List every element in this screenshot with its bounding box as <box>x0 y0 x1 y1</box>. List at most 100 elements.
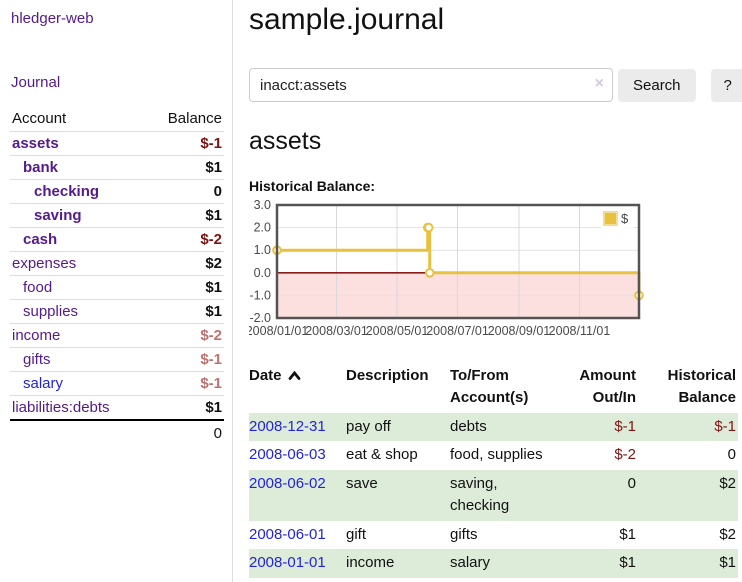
chart-label: Historical Balance: <box>249 178 376 194</box>
accounts-table-body: assets $-1 bank $1 checking 0 saving $1 cash $-2 e… <box>10 131 224 421</box>
account-row: gifts $-1 <box>10 347 224 372</box>
column-header-amount: Amount Out/In <box>579 367 636 406</box>
transaction-accounts: gifts <box>450 525 478 543</box>
account-link[interactable]: bank <box>23 159 59 176</box>
transaction-row: 2008-06-02 save saving, checking 0 $2 <box>249 469 738 521</box>
spacer-cell <box>10 420 146 446</box>
brand-link[interactable]: hledger-web <box>11 10 94 27</box>
transactions-table: Date Description To/From Account(s) Amount … <box>249 363 738 578</box>
transaction-accounts: food, supplies <box>450 446 543 463</box>
transaction-date-link[interactable]: 2008-12-31 <box>249 417 326 435</box>
account-row: assets $-1 <box>10 131 224 156</box>
x-tick-label: 2008/11/01 <box>549 324 611 338</box>
transaction-balance: $2 <box>719 474 736 492</box>
account-row: expenses $2 <box>10 251 224 276</box>
accounts-total-value: 0 <box>213 425 222 442</box>
transaction-date-link[interactable]: 2008-06-03 <box>249 446 326 463</box>
y-tick-label: -2.0 <box>249 311 271 325</box>
search-input[interactable] <box>249 68 613 102</box>
plot-border <box>275 203 641 320</box>
transaction-date-link[interactable]: 2008-06-01 <box>249 525 326 543</box>
transaction-description: gift <box>346 525 367 543</box>
account-link[interactable]: salary <box>23 375 64 392</box>
accounts-table: Account Balance assets $-1 bank $1 checking 0 s… <box>10 106 224 446</box>
transaction-amount: $-2 <box>614 446 636 463</box>
transaction-amount: $1 <box>619 525 636 543</box>
transaction-row: 2008-06-01 gift gifts $1 $2 <box>249 521 738 550</box>
account-link[interactable]: liabilities:debts <box>12 399 110 416</box>
account-balance: $-1 <box>200 375 222 392</box>
column-header-description: Description <box>346 367 429 384</box>
account-balance: $1 <box>205 399 222 416</box>
transaction-description: income <box>346 554 395 571</box>
account-row: saving $1 <box>10 203 224 228</box>
account-link[interactable]: assets <box>12 135 59 152</box>
sort-asc-icon <box>288 370 300 380</box>
account-link[interactable]: gifts <box>23 351 51 368</box>
transaction-amount: $1 <box>619 554 636 571</box>
search-button[interactable]: Search <box>618 68 696 102</box>
transaction-balance: $2 <box>719 525 736 543</box>
legend-swatch <box>603 211 618 226</box>
transaction-row: 2008-12-31 pay off debts $-1 $-1 <box>249 412 738 441</box>
account-balance: $-1 <box>200 135 222 152</box>
account-balance: $1 <box>205 207 222 224</box>
column-header-tofrom: To/From Account(s) <box>450 367 529 406</box>
clear-search-icon[interactable]: × <box>594 75 604 92</box>
page-title: sample.journal <box>249 3 445 36</box>
account-link[interactable]: expenses <box>12 255 77 272</box>
account-row: cash $-2 <box>10 227 224 252</box>
transaction-description: save <box>346 474 378 492</box>
transaction-accounts: debts <box>450 417 487 435</box>
column-header-date[interactable]: Date <box>249 363 346 413</box>
transaction-amount: 0 <box>627 474 636 492</box>
account-link[interactable]: cash <box>23 231 58 248</box>
column-header-historical: Historical Balance <box>667 367 736 406</box>
account-link[interactable]: saving <box>34 207 82 224</box>
x-tick-label: 2008/05/01 <box>366 324 429 338</box>
historical-balance-chart: $3.0 2.0 1.0 0.0 -1.0 -2.02008/01/012008/03/0… <box>246 198 644 338</box>
x-tick-label: 2008/07/01 <box>426 324 489 338</box>
sidebar-item-journal[interactable]: Journal <box>11 74 61 91</box>
transaction-date-link[interactable]: 2008-06-02 <box>249 474 326 492</box>
account-balance: $1 <box>205 303 222 320</box>
transaction-description: pay off <box>346 417 391 435</box>
account-row: food $1 <box>10 275 224 300</box>
account-row: bank $1 <box>10 155 224 180</box>
search-box: × <box>249 68 613 102</box>
transaction-row: 2008-06-03 eat & shop food, supplies $-2 0 <box>249 441 738 470</box>
data-point-marker <box>424 268 435 278</box>
account-balance: 0 <box>213 183 222 200</box>
accounts-table-header: Account Balance <box>10 106 224 132</box>
account-balance: $-1 <box>200 351 222 368</box>
search-form: × Search ? <box>249 68 742 102</box>
account-balance: $-2 <box>200 327 222 344</box>
transaction-balance: $-1 <box>714 417 736 435</box>
transaction-date-link[interactable]: 2008-01-01 <box>249 554 326 571</box>
account-row: salary $-1 <box>10 371 224 396</box>
account-link[interactable]: supplies <box>23 303 79 320</box>
account-link[interactable]: food <box>23 279 53 296</box>
transaction-amount: $-1 <box>614 417 636 435</box>
help-button[interactable]: ? <box>710 68 742 102</box>
transaction-accounts: saving, checking <box>450 474 510 515</box>
balance-col-header: Balance <box>167 110 222 127</box>
account-balance: $1 <box>205 279 222 296</box>
data-point-marker <box>423 222 434 233</box>
transaction-balance: $1 <box>719 554 736 571</box>
transaction-row: 2008-01-01 income salary $1 $1 <box>249 549 738 578</box>
account-row: checking 0 <box>10 179 224 204</box>
y-tick-label: 0.0 <box>254 266 271 280</box>
account-balance: $-2 <box>200 231 222 248</box>
transactions-table-body: 2008-12-31 pay off debts $-1 $-1 2008-06-03 ea… <box>249 412 738 578</box>
y-tick-label: 1.0 <box>254 243 271 257</box>
account-link[interactable]: checking <box>34 183 100 200</box>
account-row: supplies $1 <box>10 299 224 324</box>
transactions-table-header: Date Description To/From Account(s) Amount … <box>249 363 738 413</box>
y-tick-label: -1.0 <box>249 288 271 302</box>
x-tick-label: 2008/01/01 <box>249 324 308 338</box>
x-tick-label: 2008/09/01 <box>488 324 551 338</box>
account-link[interactable]: income <box>12 327 61 344</box>
y-tick-label: 3.0 <box>254 198 271 212</box>
